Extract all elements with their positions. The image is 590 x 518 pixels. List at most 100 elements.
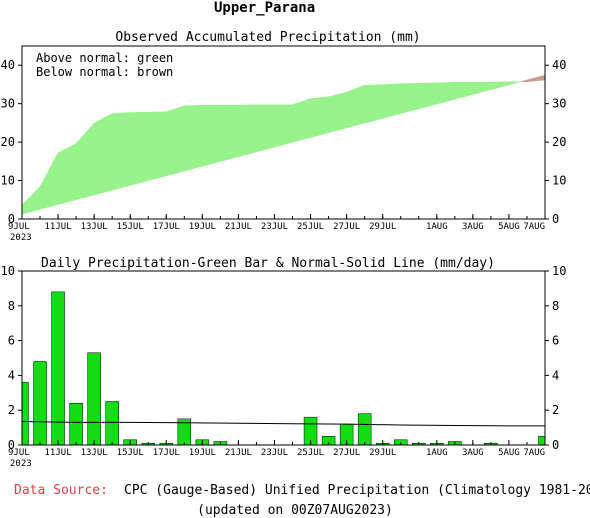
top-fill-layer bbox=[21, 74, 546, 215]
x-tick-label: 13JUL bbox=[81, 448, 108, 458]
above-normal-area bbox=[256, 104, 275, 153]
x-tick-label: 21JUL bbox=[225, 448, 252, 458]
daily-precip-bar bbox=[538, 436, 546, 446]
y-tick-label-left: 2 bbox=[8, 403, 15, 417]
daily-precip-bar bbox=[33, 361, 47, 446]
y-tick-label-right: 10 bbox=[552, 174, 566, 188]
x-tick-label: 13JUL bbox=[81, 222, 108, 232]
bottom-chart-title: Daily Precipitation-Green Bar & Normal-S… bbox=[41, 256, 495, 271]
above-normal-area bbox=[57, 143, 77, 205]
below-normal-area bbox=[520, 79, 528, 83]
y-tick-label-right: 0 bbox=[552, 212, 559, 226]
x-year-label: 2023 bbox=[10, 233, 32, 243]
region-title: Upper_Parana bbox=[214, 0, 315, 16]
above-normal-area bbox=[111, 112, 131, 191]
daily-precip-bar bbox=[21, 382, 29, 446]
bottom-bars-layer bbox=[21, 291, 546, 446]
x-tick-label: 25JUL bbox=[297, 448, 324, 458]
x-tick-label: 3AUG bbox=[462, 448, 484, 458]
x-tick-label: 29JUL bbox=[369, 448, 396, 458]
x-tick-label: 3AUG bbox=[462, 222, 484, 232]
above-normal-area bbox=[364, 84, 383, 124]
above-normal-area bbox=[508, 81, 521, 86]
above-normal-area bbox=[310, 96, 329, 138]
normal-daily-line bbox=[21, 421, 545, 427]
y-tick-label-right: 0 bbox=[552, 438, 559, 452]
top-plot-frame bbox=[21, 45, 546, 220]
above-normal-area bbox=[400, 82, 420, 114]
x-tick-label: 5AUG bbox=[498, 448, 520, 458]
y-tick-label-left: 10 bbox=[1, 264, 15, 278]
above-normal-area bbox=[93, 113, 113, 196]
y-tick-label-right: 10 bbox=[552, 264, 566, 278]
above-normal-area bbox=[382, 83, 402, 119]
annotation-above-normal: Above normal: green bbox=[36, 51, 173, 65]
x-tick-label: 7AUG bbox=[523, 222, 545, 232]
above-normal-area bbox=[202, 104, 221, 167]
y-tick-label-left: 40 bbox=[1, 58, 15, 72]
x-tick-label: 27JUL bbox=[333, 448, 360, 458]
x-tick-label: 1AUG bbox=[426, 448, 448, 458]
above-normal-area bbox=[147, 111, 167, 181]
above-normal-area bbox=[490, 81, 510, 90]
daily-precip-bar bbox=[69, 402, 83, 446]
above-normal-area bbox=[436, 81, 456, 105]
x-tick-label: 19JUL bbox=[189, 222, 216, 232]
updated-note: (updated on 00Z07AUG2023) bbox=[197, 503, 393, 518]
y-tick-label-right: 2 bbox=[552, 403, 559, 417]
above-normal-area bbox=[39, 152, 59, 210]
y-tick-label-right: 4 bbox=[552, 368, 559, 382]
x-tick-label: 21JUL bbox=[225, 222, 252, 232]
above-normal-area bbox=[184, 104, 203, 172]
x-tick-label: 11JUL bbox=[45, 222, 72, 232]
above-normal-area bbox=[472, 81, 492, 95]
above-normal-area bbox=[165, 105, 185, 177]
above-normal-area bbox=[418, 82, 438, 110]
x-tick-label: 15JUL bbox=[117, 448, 144, 458]
above-normal-area bbox=[274, 104, 293, 148]
x-tick-label: 5AUG bbox=[498, 222, 520, 232]
x-tick-label: 15JUL bbox=[117, 222, 144, 232]
above-normal-area bbox=[454, 81, 474, 100]
y-tick-label-left: 0 bbox=[8, 212, 15, 226]
y-tick-label-right: 20 bbox=[552, 135, 566, 149]
daily-precip-bar bbox=[105, 401, 119, 446]
above-normal-area bbox=[21, 185, 41, 215]
x-tick-label: 27JUL bbox=[333, 222, 360, 232]
above-normal-area bbox=[220, 104, 239, 162]
x-tick-label: 23JUL bbox=[261, 448, 288, 458]
above-normal-area bbox=[346, 84, 365, 129]
above-normal-area bbox=[238, 104, 257, 157]
above-normal-area bbox=[292, 98, 311, 143]
y-tick-label-left: 4 bbox=[8, 368, 15, 382]
x-tick-label: 9JUL bbox=[8, 222, 30, 232]
y-tick-label-right: 40 bbox=[552, 58, 566, 72]
bottom-plot-frame bbox=[21, 270, 546, 446]
x-tick-label: 29JUL bbox=[369, 222, 396, 232]
data-source-text: CPC (Gauge-Based) Unified Precipitation … bbox=[124, 483, 590, 498]
y-tick-label-right: 30 bbox=[552, 97, 566, 111]
x-tick-label: 19JUL bbox=[189, 448, 216, 458]
x-tick-label: 23JUL bbox=[261, 222, 288, 232]
x-tick-label: 11JUL bbox=[45, 448, 72, 458]
x-tick-label: 1AUG bbox=[426, 222, 448, 232]
below-normal-area bbox=[526, 74, 546, 83]
top-chart-title: Observed Accumulated Precipitation (mm) bbox=[115, 30, 420, 45]
x-tick-label: 17JUL bbox=[153, 448, 180, 458]
x-tick-label: 17JUL bbox=[153, 222, 180, 232]
x-tick-label: 25JUL bbox=[297, 222, 324, 232]
y-tick-label-left: 0 bbox=[8, 438, 15, 452]
x-year-label: 2023 bbox=[10, 459, 32, 469]
top-axes: 0 0 10 10 20 20 30 30 40 40 9JUL 11JUL 13JUL 15JUL 17J… bbox=[1, 45, 566, 243]
y-tick-label-left: 8 bbox=[8, 299, 15, 313]
data-source-label: Data Source: bbox=[14, 483, 108, 498]
x-tick-label: 9JUL bbox=[8, 448, 30, 458]
above-normal-area bbox=[328, 91, 347, 134]
annotation-below-normal: Below normal: brown bbox=[36, 65, 173, 79]
y-tick-label-left: 20 bbox=[1, 135, 15, 149]
x-tick-label: 7AUG bbox=[523, 448, 545, 458]
bottom-axes: 0 0 2 2 4 4 6 6 8 8 10 10 9JUL 11JUL 13JUL 15JUL 17JUL 19… bbox=[1, 264, 567, 469]
y-tick-label-right: 8 bbox=[552, 299, 559, 313]
